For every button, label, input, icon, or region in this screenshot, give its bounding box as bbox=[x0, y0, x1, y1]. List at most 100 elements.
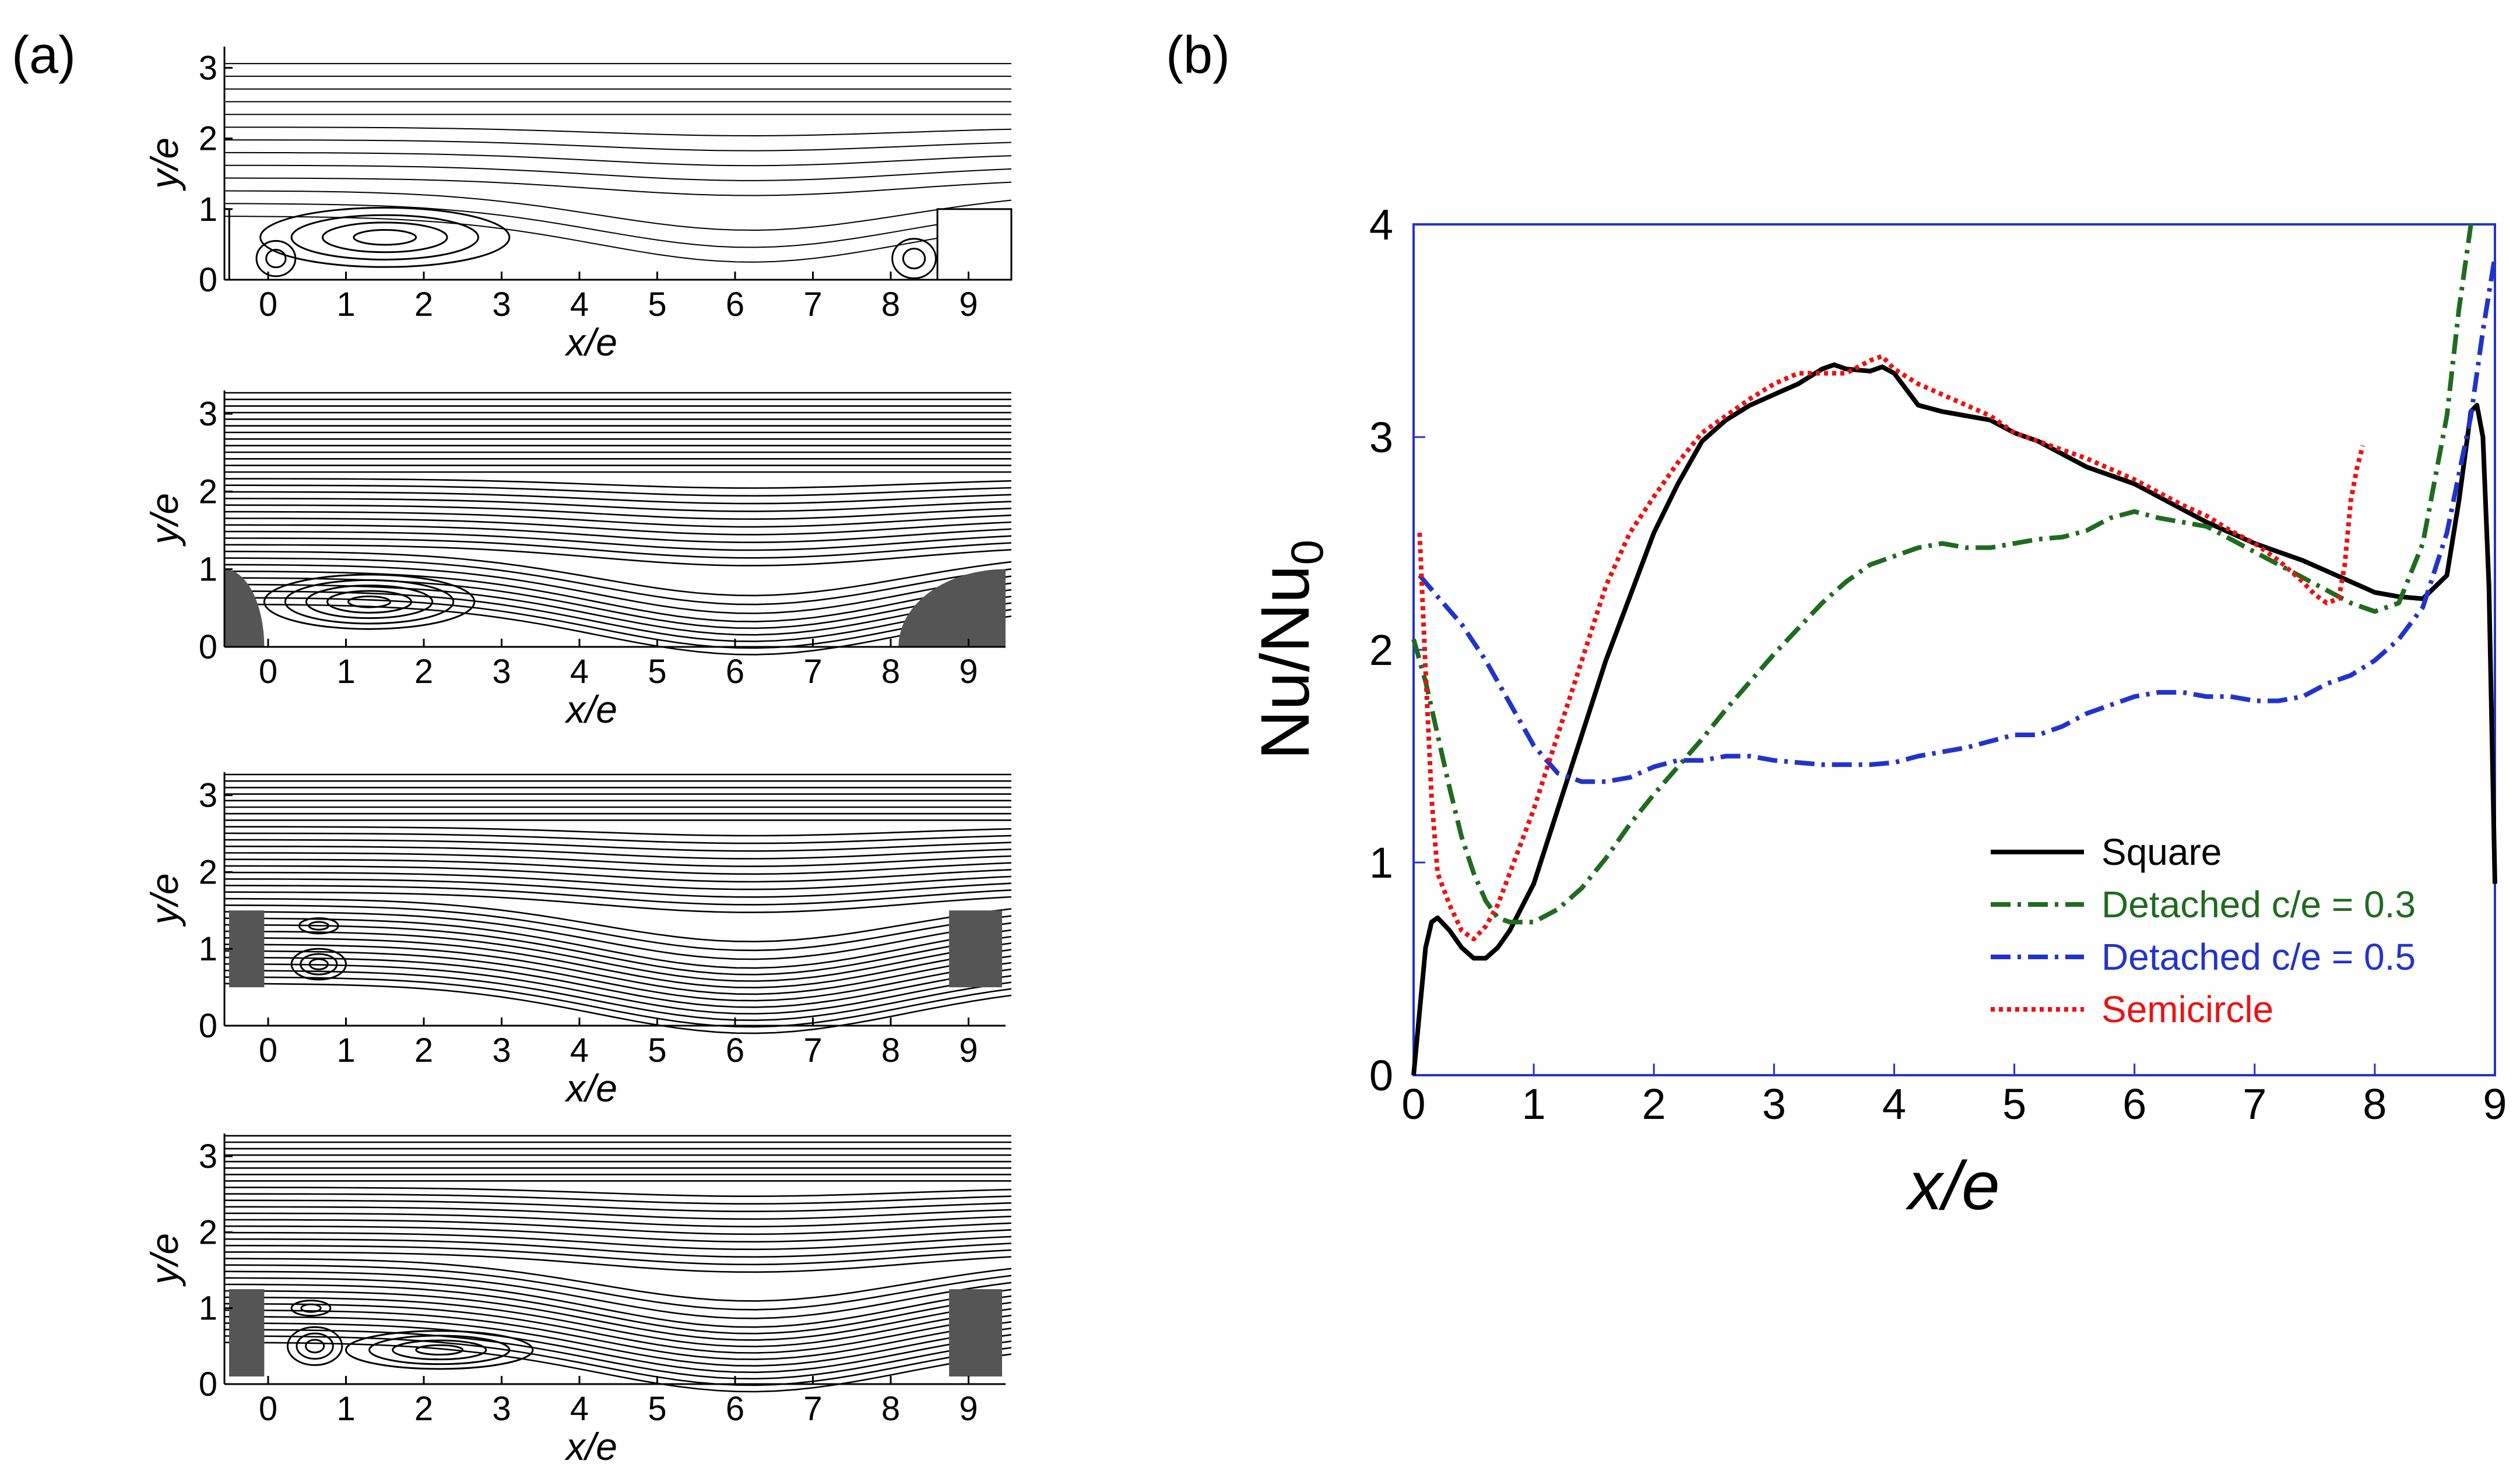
streamline bbox=[225, 484, 1011, 497]
x-tick-label: 1 bbox=[336, 1390, 355, 1428]
x-tick-label: 9 bbox=[959, 653, 978, 691]
streamline bbox=[225, 885, 1011, 906]
x-tick-label: 1 bbox=[336, 286, 355, 323]
vortex-contour bbox=[290, 1300, 332, 1317]
series-lines bbox=[1411, 224, 2497, 1076]
streamline bbox=[225, 839, 1011, 852]
x-tick-label: 0 bbox=[259, 286, 277, 323]
streamline bbox=[225, 904, 1012, 952]
y-tick-label: 2 bbox=[199, 473, 217, 511]
x-tick-label: 1 bbox=[336, 653, 355, 691]
streamline bbox=[225, 897, 1012, 943]
streamline bbox=[225, 498, 1011, 512]
vortex-contour bbox=[308, 921, 329, 931]
streamline bbox=[225, 1258, 1012, 1302]
streamline bbox=[225, 152, 1011, 167]
streamline bbox=[225, 1225, 1011, 1243]
streamline bbox=[225, 832, 1011, 844]
streamline bbox=[225, 1187, 1011, 1197]
y-tick-label: 1 bbox=[199, 191, 217, 228]
streamline-plot-square: 0 1 2 3 4 5 6 7 8 9 0 1 2 3 x/e y/e bbox=[143, 47, 1013, 364]
vortex-contour bbox=[347, 595, 392, 608]
vortex-contour bbox=[286, 1326, 343, 1366]
vortex-contour bbox=[300, 1303, 322, 1313]
streamline bbox=[225, 1264, 1012, 1311]
streamline bbox=[225, 846, 1011, 860]
vortex-contour bbox=[300, 953, 338, 976]
x-tick-label: 7 bbox=[2243, 1080, 2266, 1128]
streamline bbox=[225, 139, 1011, 152]
streamline bbox=[225, 478, 1011, 489]
streamline bbox=[225, 524, 1011, 544]
panel-a-label: (a) bbox=[12, 26, 76, 85]
y-tick-label: 1 bbox=[1369, 839, 1393, 887]
detached-rib-left bbox=[229, 1289, 265, 1377]
x-tick-label: 7 bbox=[803, 653, 822, 691]
x-tick-label: 6 bbox=[726, 1390, 744, 1428]
vortex-contour bbox=[290, 214, 479, 260]
x-tick-label: 8 bbox=[881, 653, 900, 691]
vortex-contour bbox=[263, 573, 476, 630]
streamline bbox=[225, 504, 1011, 520]
vortices bbox=[290, 917, 347, 981]
series-line-2 bbox=[1418, 256, 2497, 784]
x-tick-label: 5 bbox=[648, 286, 666, 323]
streamline bbox=[225, 557, 1012, 605]
x-tick-label: 8 bbox=[881, 1032, 900, 1069]
streamline bbox=[225, 924, 1012, 976]
streamline bbox=[225, 544, 1011, 566]
streamline bbox=[225, 937, 1012, 989]
y-tick-label: 1 bbox=[199, 930, 217, 968]
x-tick-label: 4 bbox=[570, 653, 589, 691]
y-axis-label: Nu/Nu0 bbox=[1247, 540, 1333, 760]
vortex-contour bbox=[259, 206, 511, 268]
y-tick-label: 1 bbox=[199, 551, 217, 589]
y-tick-label: 2 bbox=[199, 1213, 217, 1251]
legend-label-3: Semicircle bbox=[2101, 988, 2273, 1030]
y-tick-label: 0 bbox=[199, 1365, 217, 1403]
streamline bbox=[225, 963, 1012, 1015]
y-tick-label: 2 bbox=[199, 120, 217, 158]
x-tick-label: 2 bbox=[1642, 1080, 1666, 1128]
y-axis-label: y/e bbox=[143, 493, 186, 547]
streamline bbox=[225, 1316, 1012, 1367]
series-line-1 bbox=[1411, 224, 2473, 925]
streamline bbox=[225, 1290, 1012, 1341]
x-tick-label: 4 bbox=[570, 286, 589, 323]
streamline bbox=[225, 956, 1012, 1008]
x-tick-label: 9 bbox=[2483, 1080, 2507, 1128]
vortex-contour bbox=[305, 1339, 325, 1354]
y-tick-label: 4 bbox=[1369, 200, 1393, 249]
series-line-0 bbox=[1411, 362, 2497, 1076]
streamline bbox=[225, 1219, 1011, 1235]
x-tick-label: 8 bbox=[881, 1390, 900, 1428]
vortex-contour bbox=[326, 590, 413, 614]
streamline bbox=[225, 826, 1011, 837]
rib-right bbox=[936, 208, 1013, 281]
x-axis-label: x/e bbox=[564, 688, 617, 731]
x-axis-label: x/e bbox=[1905, 1147, 1999, 1224]
streamlines bbox=[225, 773, 1012, 1034]
y-tick-label: 2 bbox=[1369, 626, 1393, 674]
streamline bbox=[225, 1283, 1012, 1335]
x-tick-label: 5 bbox=[648, 653, 666, 691]
x-tick-label: 2 bbox=[414, 653, 433, 691]
x-tick-label: 9 bbox=[959, 1032, 978, 1069]
x-axis-label: x/e bbox=[564, 1425, 617, 1468]
detached-rib-left bbox=[229, 910, 265, 988]
streamline bbox=[225, 216, 1012, 263]
streamline bbox=[225, 1238, 1011, 1258]
x-tick-label: 8 bbox=[881, 286, 900, 323]
y-tick-label: 0 bbox=[199, 1007, 217, 1045]
streamline bbox=[225, 852, 1011, 867]
y-tick-label: 3 bbox=[199, 777, 217, 815]
streamline bbox=[225, 1322, 1012, 1374]
streamline bbox=[225, 530, 1011, 551]
streamline bbox=[225, 564, 1012, 614]
legend: Square Detached c/e = 0.3 Detached c/e = 0… bbox=[1991, 831, 2416, 1030]
y-tick-label: 3 bbox=[199, 395, 217, 433]
streamline-plot-detached-05: 0 1 2 3 4 5 6 7 8 9 0 1 2 3 x/e y/e bbox=[143, 1133, 1012, 1468]
y-tick-label: 3 bbox=[1369, 413, 1393, 462]
x-tick-label: 0 bbox=[259, 1032, 277, 1069]
x-tick-label: 5 bbox=[648, 1390, 666, 1428]
